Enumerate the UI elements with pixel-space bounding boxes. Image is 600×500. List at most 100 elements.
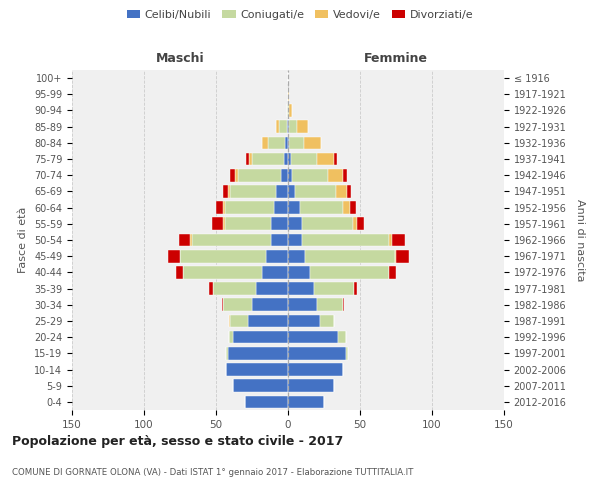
Bar: [289, 104, 292, 117]
Bar: [335, 185, 347, 198]
Bar: [296, 120, 308, 133]
Bar: [288, 314, 320, 328]
Legend: Celibi/Nubili, Coniugati/e, Vedovi/e, Divorziati/e: Celibi/Nubili, Coniugati/e, Vedovi/e, Di…: [122, 6, 478, 25]
Bar: [328, 169, 343, 181]
Bar: [249, 152, 252, 166]
Text: Popolazione per età, sesso e stato civile - 2017: Popolazione per età, sesso e stato civil…: [12, 435, 343, 448]
Bar: [288, 234, 302, 246]
Bar: [395, 250, 396, 262]
Bar: [288, 120, 289, 133]
Bar: [179, 234, 190, 246]
Bar: [288, 380, 334, 392]
Bar: [227, 185, 230, 198]
Bar: [285, 136, 288, 149]
Bar: [392, 234, 404, 246]
Bar: [222, 298, 223, 311]
Bar: [281, 169, 288, 181]
Bar: [266, 250, 288, 262]
Bar: [224, 218, 271, 230]
Bar: [209, 282, 213, 295]
Bar: [288, 88, 289, 101]
Bar: [274, 202, 288, 214]
Bar: [245, 396, 288, 408]
Bar: [229, 331, 233, 344]
Bar: [288, 136, 289, 149]
Bar: [238, 169, 281, 181]
Bar: [262, 136, 268, 149]
Bar: [295, 185, 335, 198]
Bar: [353, 218, 357, 230]
Bar: [320, 314, 334, 328]
Bar: [227, 347, 288, 360]
Bar: [176, 266, 183, 278]
Bar: [287, 120, 288, 133]
Bar: [246, 152, 249, 166]
Bar: [389, 234, 392, 246]
Bar: [223, 218, 224, 230]
Bar: [302, 218, 353, 230]
Text: Maschi: Maschi: [155, 52, 205, 65]
Bar: [289, 136, 304, 149]
Text: Femmine: Femmine: [364, 52, 428, 65]
Bar: [334, 152, 337, 166]
Bar: [233, 380, 288, 392]
Bar: [343, 202, 350, 214]
Bar: [212, 218, 223, 230]
Bar: [305, 250, 395, 262]
Bar: [347, 185, 352, 198]
Bar: [291, 152, 317, 166]
Bar: [343, 169, 347, 181]
Bar: [216, 202, 223, 214]
Bar: [288, 104, 289, 117]
Bar: [223, 185, 227, 198]
Bar: [317, 152, 334, 166]
Bar: [299, 202, 343, 214]
Bar: [338, 331, 346, 344]
Bar: [213, 282, 256, 295]
Bar: [289, 120, 296, 133]
Bar: [230, 169, 235, 181]
Bar: [233, 331, 288, 344]
Bar: [288, 266, 310, 278]
Bar: [229, 314, 230, 328]
Bar: [191, 234, 271, 246]
Bar: [223, 202, 224, 214]
Bar: [288, 396, 324, 408]
Bar: [190, 234, 191, 246]
Bar: [302, 234, 389, 246]
Bar: [230, 185, 277, 198]
Bar: [314, 282, 354, 295]
Bar: [396, 250, 409, 262]
Bar: [277, 120, 280, 133]
Bar: [284, 152, 288, 166]
Bar: [346, 347, 349, 360]
Bar: [252, 298, 288, 311]
Bar: [317, 298, 343, 311]
Bar: [252, 152, 284, 166]
Bar: [288, 250, 305, 262]
Bar: [288, 282, 314, 295]
Bar: [180, 250, 266, 262]
Bar: [389, 266, 396, 278]
Bar: [256, 282, 288, 295]
Bar: [268, 136, 285, 149]
Y-axis label: Fasce di età: Fasce di età: [19, 207, 28, 273]
Bar: [288, 218, 302, 230]
Bar: [350, 202, 356, 214]
Bar: [277, 185, 288, 198]
Bar: [288, 202, 299, 214]
Bar: [262, 266, 288, 278]
Bar: [288, 363, 343, 376]
Bar: [224, 202, 274, 214]
Bar: [271, 218, 288, 230]
Bar: [280, 120, 287, 133]
Bar: [271, 234, 288, 246]
Y-axis label: Anni di nascita: Anni di nascita: [575, 198, 585, 281]
Bar: [354, 282, 357, 295]
Bar: [288, 152, 291, 166]
Bar: [288, 331, 338, 344]
Bar: [357, 218, 364, 230]
Bar: [288, 347, 346, 360]
Bar: [235, 169, 238, 181]
Bar: [310, 266, 389, 278]
